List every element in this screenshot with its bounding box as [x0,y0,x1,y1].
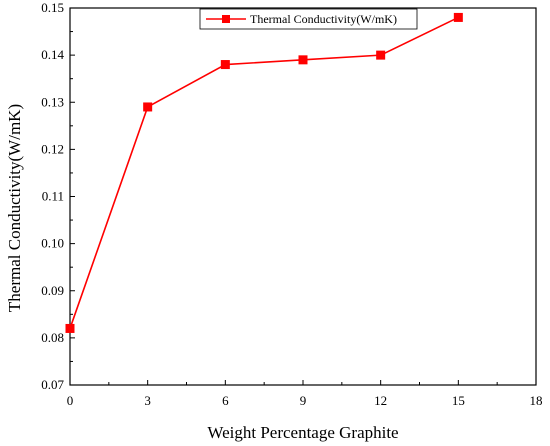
x-axis-title: Weight Percentage Graphite [207,423,398,442]
data-point [143,102,153,112]
x-tick-label: 9 [300,393,307,408]
y-axis: 0.07 0.08 0.09 0.10 0.11 0.12 0.13 0.14 0.15 [41,0,75,392]
y-tick-label: 0.09 [41,283,64,298]
x-tick-label: 3 [144,393,151,408]
y-tick-label: 0.13 [41,94,64,109]
y-tick-label: 0.12 [41,141,64,156]
x-axis: 0 3 6 9 12 15 18 [67,380,543,408]
y-tick-label: 0.08 [41,330,64,345]
y-tick-label: 0.14 [41,47,64,62]
plot-frame [69,7,537,386]
y-tick-label: 0.07 [41,377,64,392]
data-point [220,60,230,70]
x-tick-label: 18 [530,393,543,408]
legend-marker [222,15,230,23]
series-layer [65,12,463,333]
x-tick-label: 0 [67,393,74,408]
x-tick-label: 15 [452,393,465,408]
x-tick-label: 6 [222,393,229,408]
legend-box [199,8,418,30]
data-point [65,323,75,333]
series-line [69,16,459,329]
data-point [376,50,386,60]
y-axis-title: Thermal Conductivity(W/mK) [5,104,24,312]
data-point [453,12,463,22]
y-tick-label: 0.10 [41,236,64,251]
y-tick-label: 0.11 [42,189,64,204]
data-point [298,55,308,65]
y-tick-label: 0.15 [41,0,64,15]
legend-label: Thermal Conductivity(W/mK) [250,12,397,26]
x-tick-label: 12 [374,393,387,408]
legend: Thermal Conductivity(W/mK) [199,8,418,30]
